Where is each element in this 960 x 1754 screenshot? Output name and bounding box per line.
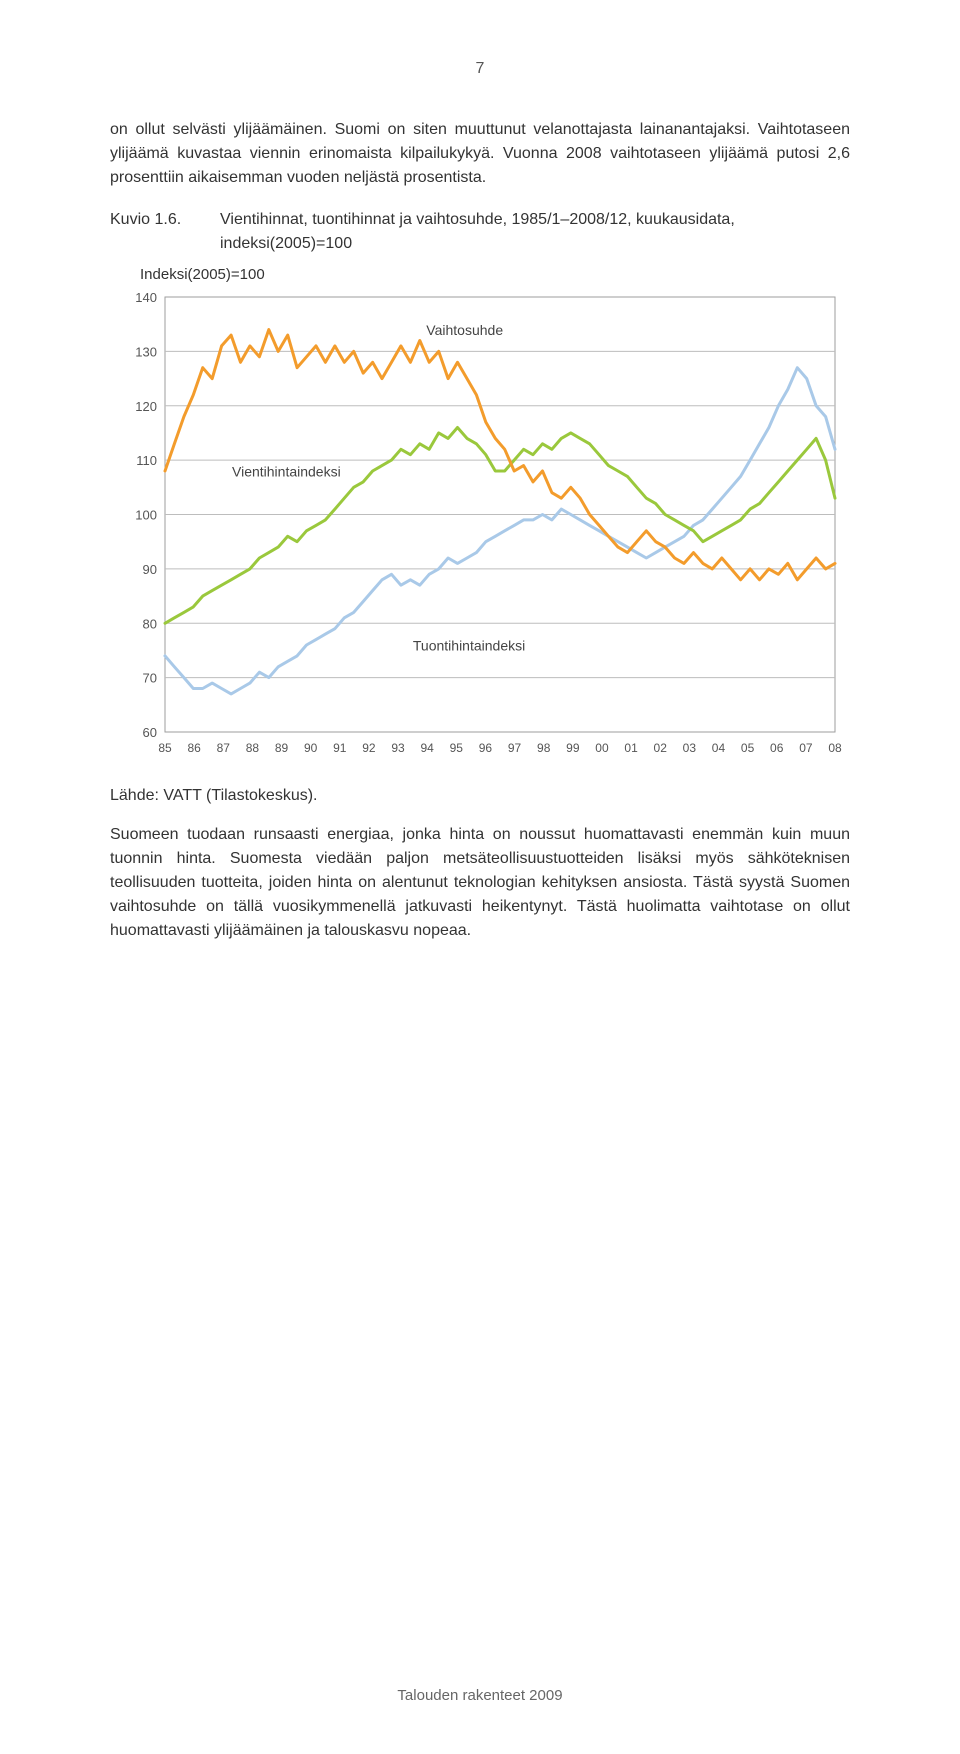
svg-text:03: 03 [683, 741, 697, 755]
svg-text:01: 01 [624, 741, 638, 755]
svg-text:91: 91 [333, 741, 347, 755]
paragraph-body: Suomeen tuodaan runsaasti energiaa, jonk… [110, 823, 850, 943]
svg-text:89: 89 [275, 741, 289, 755]
chart-index-title: Indeksi(2005)=100 [140, 266, 850, 283]
svg-text:97: 97 [508, 741, 522, 755]
footer: Talouden rakenteet 2009 [0, 1687, 960, 1704]
svg-text:86: 86 [187, 741, 201, 755]
figure-caption-row: Kuvio 1.6. Vientihinnat, tuontihinnat ja… [110, 208, 850, 256]
svg-text:06: 06 [770, 741, 784, 755]
svg-text:70: 70 [143, 671, 157, 686]
svg-text:05: 05 [741, 741, 755, 755]
svg-text:Tuontihintaindeksi: Tuontihintaindeksi [413, 637, 525, 653]
line-chart: 60 70 80 90 100 110 120 130 140 85 86 87 88 89 90 91 92 9… [110, 287, 850, 767]
svg-text:130: 130 [135, 344, 157, 359]
svg-text:94: 94 [420, 741, 434, 755]
svg-text:100: 100 [135, 508, 157, 523]
svg-text:88: 88 [246, 741, 260, 755]
svg-text:02: 02 [654, 741, 668, 755]
svg-text:120: 120 [135, 399, 157, 414]
source-line: Lähde: VATT (Tilastokeskus). [110, 787, 850, 805]
svg-text:04: 04 [712, 741, 726, 755]
figure-caption: Vientihinnat, tuontihinnat ja vaihtosuhd… [220, 208, 850, 256]
svg-text:Vaihtosuhde: Vaihtosuhde [426, 322, 503, 338]
svg-text:90: 90 [304, 741, 318, 755]
svg-text:93: 93 [391, 741, 405, 755]
svg-text:96: 96 [479, 741, 493, 755]
svg-text:99: 99 [566, 741, 580, 755]
svg-text:00: 00 [595, 741, 609, 755]
svg-text:87: 87 [217, 741, 231, 755]
chart-container: Indeksi(2005)=100 60 70 80 90 100 110 120 130 14… [110, 266, 850, 767]
svg-text:98: 98 [537, 741, 551, 755]
svg-text:07: 07 [799, 741, 813, 755]
svg-text:Vientihintaindeksi: Vientihintaindeksi [232, 463, 341, 479]
svg-text:90: 90 [143, 562, 157, 577]
svg-text:110: 110 [136, 453, 157, 468]
figure-label: Kuvio 1.6. [110, 208, 220, 256]
page-number: 7 [110, 60, 850, 78]
svg-text:92: 92 [362, 741, 376, 755]
svg-text:08: 08 [828, 741, 842, 755]
svg-text:140: 140 [135, 290, 157, 305]
svg-text:80: 80 [143, 616, 157, 631]
paragraph-intro: on ollut selvästi ylijäämäinen. Suomi on… [110, 118, 850, 190]
svg-text:85: 85 [158, 741, 172, 755]
svg-text:60: 60 [143, 725, 157, 740]
page: 7 on ollut selvästi ylijäämäinen. Suomi … [0, 0, 960, 1754]
svg-text:95: 95 [450, 741, 464, 755]
